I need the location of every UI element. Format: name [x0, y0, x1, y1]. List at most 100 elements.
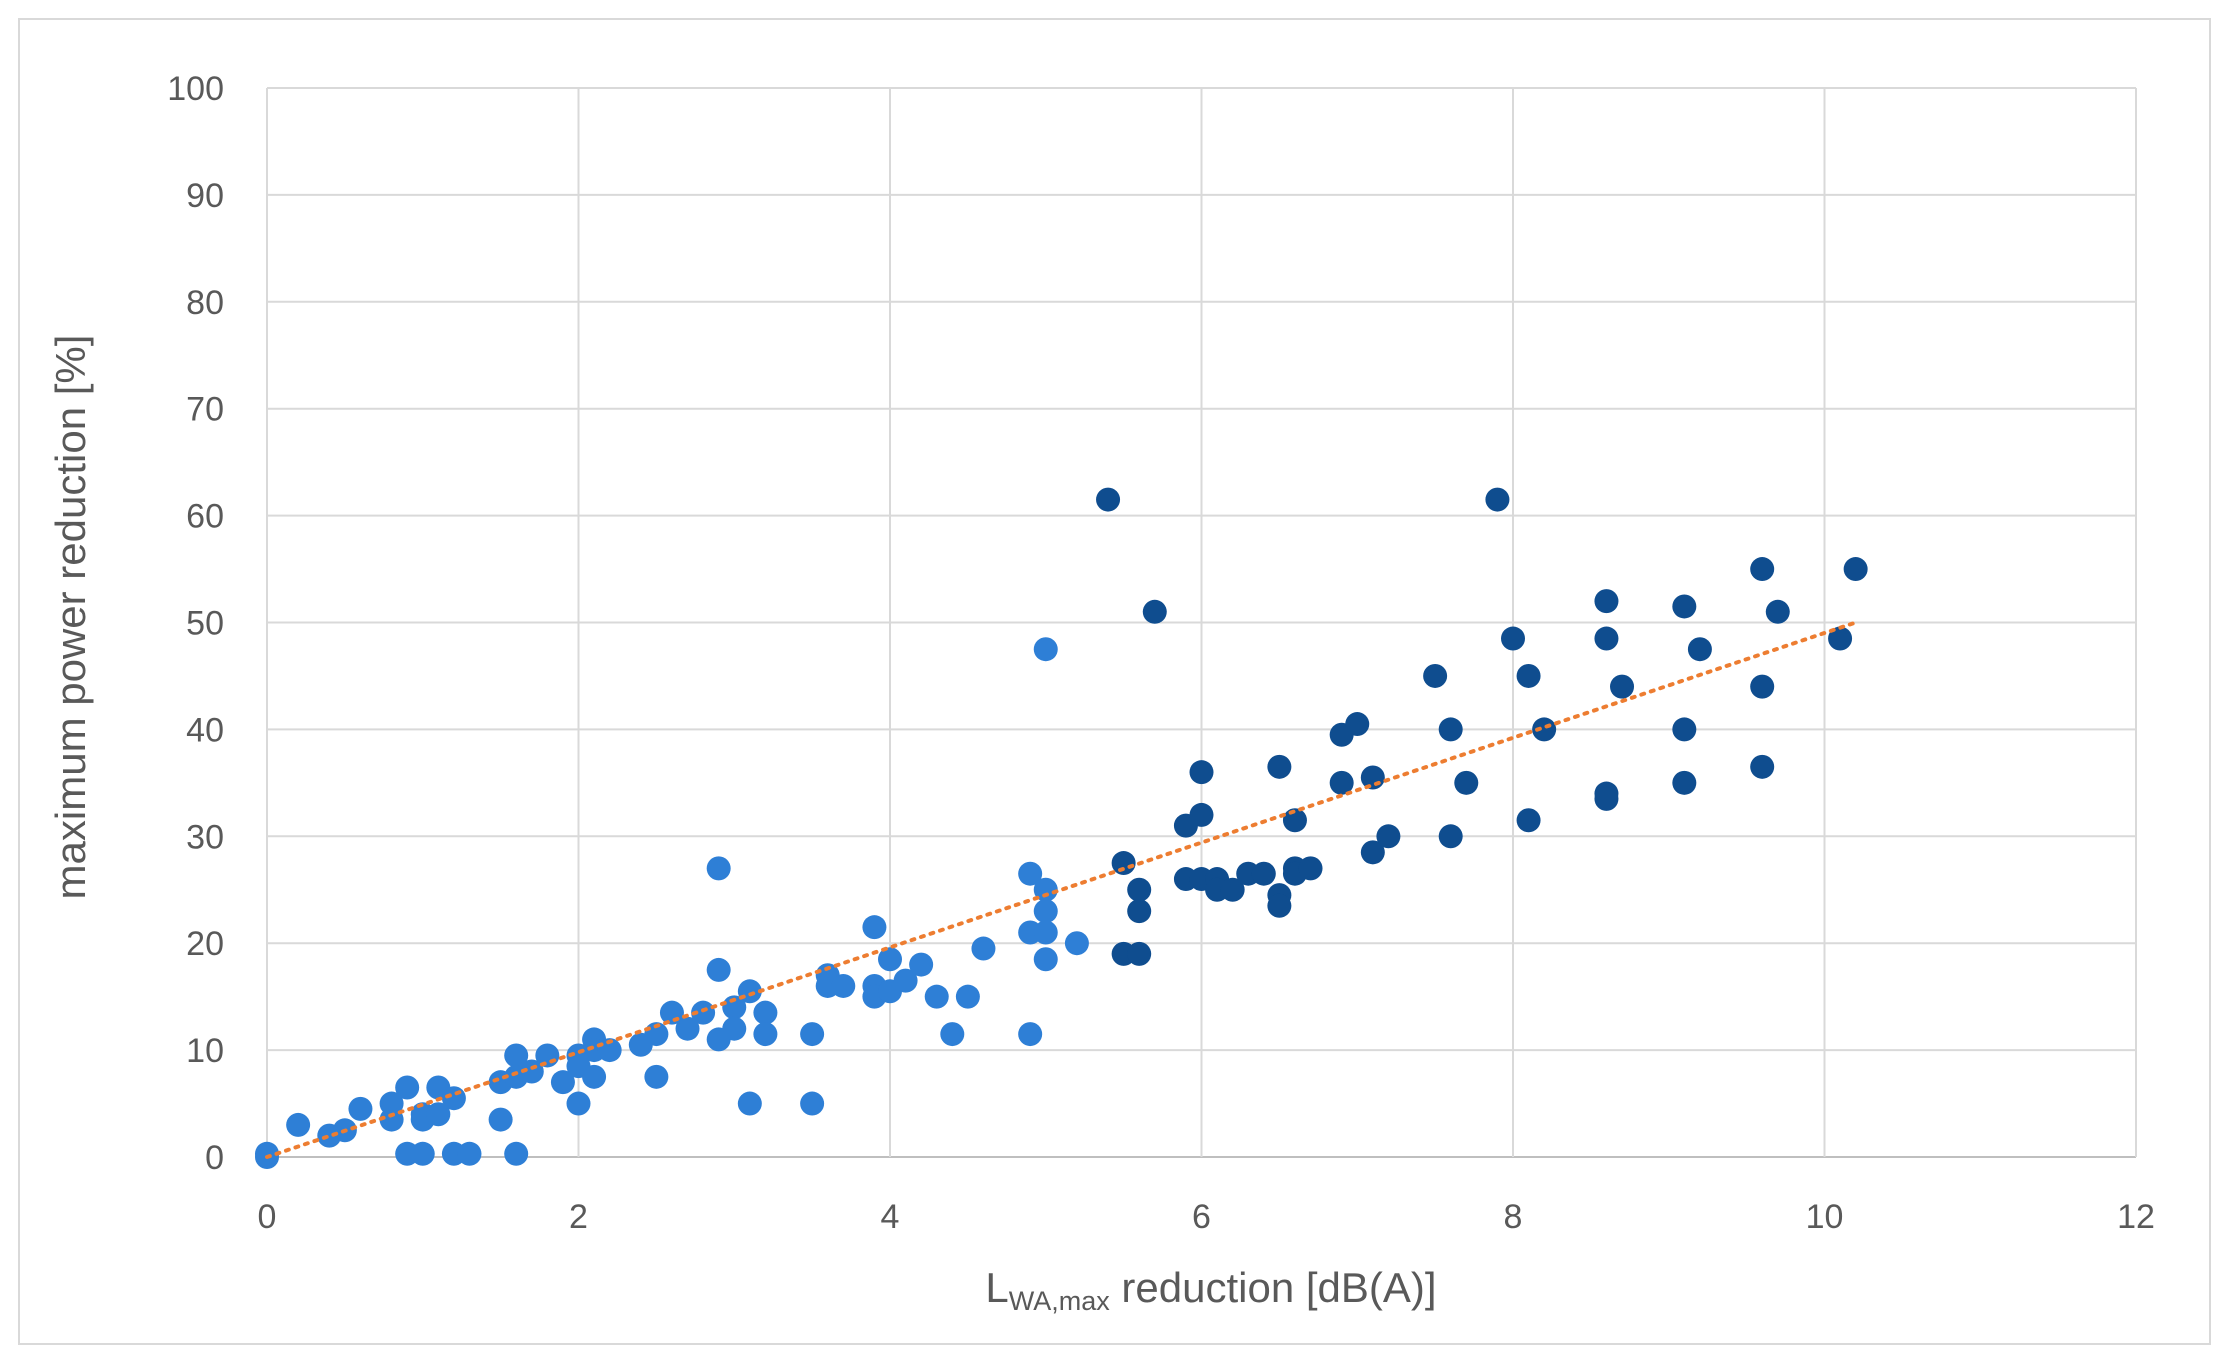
data-point — [1765, 599, 1790, 624]
data-point — [597, 1038, 622, 1063]
data-point — [1516, 808, 1541, 833]
y-tick-label: 60 — [186, 498, 224, 536]
data-point — [1828, 626, 1853, 651]
y-axis-title: maximum power reduction [%] — [47, 335, 94, 900]
grid-lines — [266, 87, 2137, 1158]
data-point — [504, 1141, 529, 1166]
data-point — [706, 856, 731, 881]
y-tick-label: 20 — [186, 925, 224, 963]
data-point — [1501, 626, 1525, 651]
data-point — [426, 1102, 451, 1127]
y-tick-label: 40 — [186, 711, 224, 749]
data-point — [1142, 599, 1167, 624]
y-tick-label: 30 — [186, 818, 224, 856]
data-point — [737, 1091, 762, 1116]
data-point — [1672, 717, 1697, 742]
x-tick-label: 6 — [1192, 1198, 1211, 1236]
data-point — [1376, 824, 1401, 849]
y-tick-label: 80 — [186, 284, 224, 322]
data-point — [722, 995, 747, 1020]
data-point — [753, 1022, 778, 1047]
data-point — [691, 1000, 716, 1025]
data-point — [1750, 557, 1775, 582]
data-point — [862, 915, 887, 940]
data-point — [1033, 899, 1058, 924]
x-tick-label: 4 — [881, 1198, 900, 1236]
data-point — [1127, 899, 1152, 924]
data-point — [457, 1141, 482, 1166]
data-point — [1516, 663, 1541, 688]
data-point — [1360, 840, 1385, 865]
trendline-line — [265, 620, 1858, 1159]
data-point — [1251, 861, 1276, 886]
data-point — [1033, 947, 1058, 972]
data-point — [410, 1141, 435, 1166]
data-point — [519, 1059, 544, 1084]
data-point — [1672, 594, 1697, 619]
y-tick-label: 90 — [186, 177, 224, 215]
data-point — [1127, 877, 1152, 902]
data-point — [722, 1016, 747, 1041]
data-point — [1485, 487, 1510, 512]
data-point — [878, 947, 902, 972]
data-point — [1282, 808, 1307, 833]
data-point — [1018, 1022, 1043, 1047]
x-axis-tick-labels: 0 2 4 6 8 10 12 — [258, 1198, 2155, 1236]
data-point — [1532, 717, 1557, 742]
data-point — [1267, 754, 1292, 779]
data-point — [535, 1043, 560, 1068]
data-point — [1033, 637, 1058, 662]
data-point — [1687, 637, 1712, 662]
data-point — [1438, 717, 1463, 742]
data-point — [395, 1075, 420, 1100]
x-tick-label: 12 — [2117, 1198, 2155, 1236]
data-point — [441, 1086, 466, 1111]
data-point — [1360, 765, 1385, 790]
y-tick-label: 50 — [186, 605, 224, 643]
data-point — [255, 1141, 279, 1166]
x-axis-title: LWA,max reduction [dB(A)] — [985, 1264, 1436, 1316]
data-point — [1438, 824, 1463, 849]
data-point — [1750, 754, 1775, 779]
data-point — [582, 1064, 607, 1089]
data-point — [706, 957, 731, 982]
data-point — [1018, 861, 1043, 886]
data-point — [1267, 893, 1292, 918]
x-axis-title-sub: WA,max — [1009, 1286, 1110, 1316]
data-point — [753, 1000, 778, 1025]
data-point — [1064, 931, 1089, 956]
data-point — [1594, 626, 1619, 651]
x-axis-title-rest: reduction [dB(A)] — [1110, 1264, 1437, 1311]
data-point — [644, 1064, 669, 1089]
data-point — [1750, 674, 1775, 699]
data-point — [955, 984, 980, 1009]
data-point — [504, 1043, 529, 1068]
data-point — [675, 1016, 700, 1041]
data-point — [893, 968, 918, 993]
data-point — [831, 973, 856, 998]
data-point — [379, 1107, 404, 1132]
data-point — [348, 1096, 373, 1121]
x-axis-title-main: L — [985, 1264, 1008, 1311]
x-tick-label: 2 — [569, 1198, 588, 1236]
data-point — [1594, 589, 1619, 614]
data-point — [488, 1107, 513, 1132]
data-point — [1454, 770, 1479, 795]
data-point — [566, 1091, 591, 1116]
data-point — [1610, 674, 1635, 699]
trendline — [265, 620, 1858, 1159]
y-tick-label: 0 — [205, 1139, 224, 1177]
x-tick-label: 0 — [258, 1198, 277, 1236]
data-point — [800, 1022, 825, 1047]
x-tick-label: 10 — [1806, 1198, 1844, 1236]
data-point — [1594, 786, 1619, 811]
y-tick-label: 70 — [186, 391, 224, 429]
data-point — [971, 936, 996, 961]
data-point — [1127, 941, 1152, 966]
data-point — [1033, 877, 1058, 902]
data-point — [1345, 712, 1370, 737]
data-point — [1189, 802, 1214, 827]
x-tick-label: 8 — [1504, 1198, 1523, 1236]
data-point — [1843, 557, 1868, 582]
